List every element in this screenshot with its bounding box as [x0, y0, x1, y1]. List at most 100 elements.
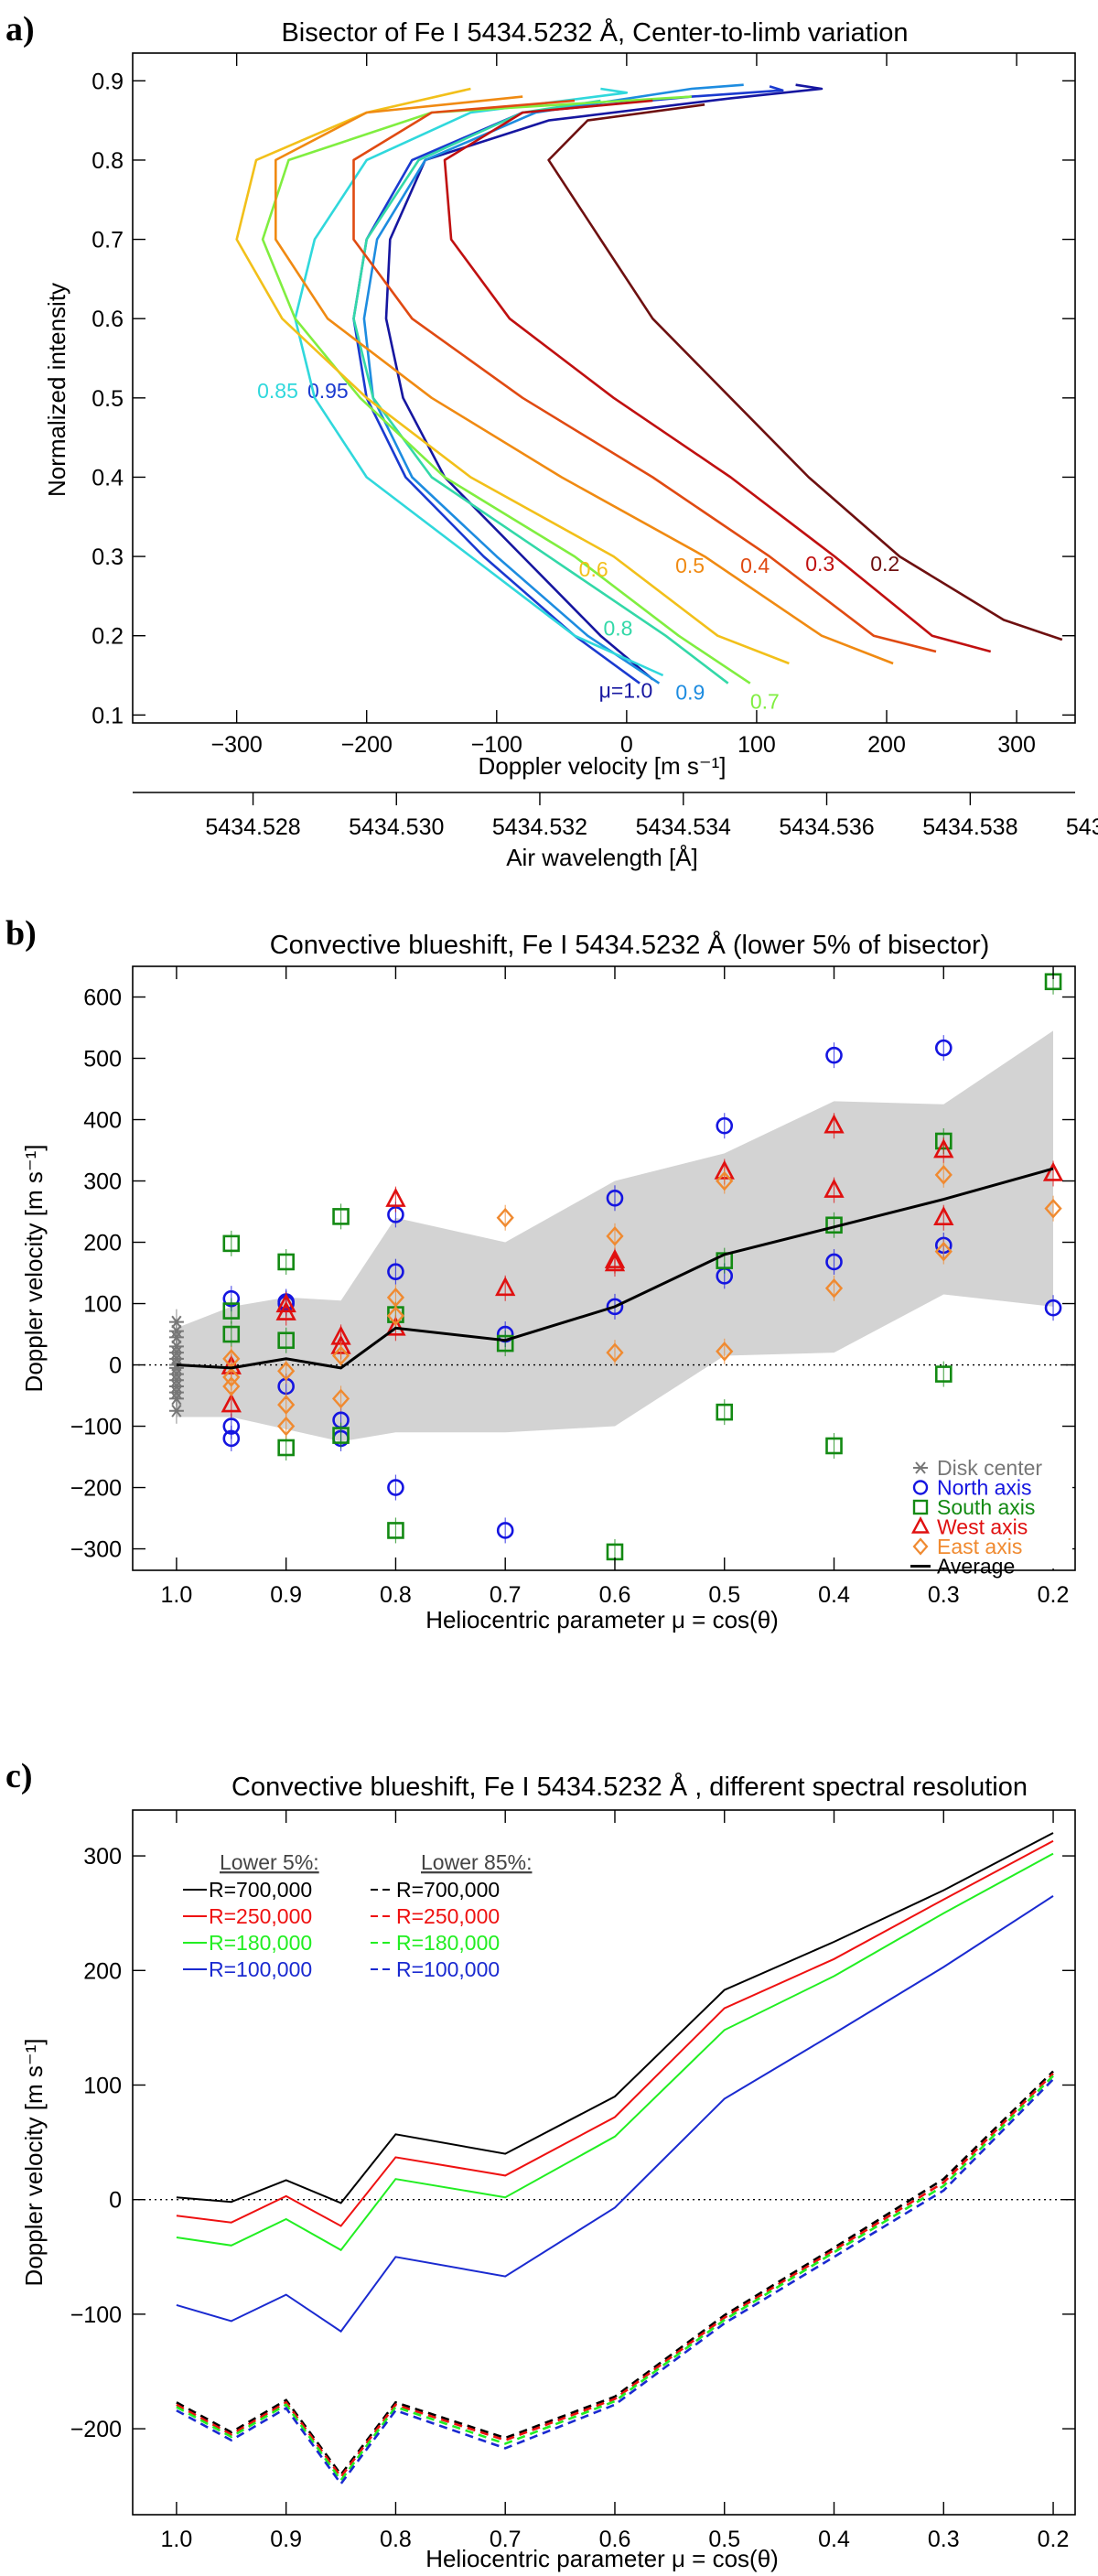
square-marker: [332, 1427, 350, 1444]
panel-c-chart: c) Convective blueshift, Fe I 5434.5232 …: [5, 1757, 1076, 2572]
x-tick-label: 0.9: [270, 2527, 302, 2552]
point-south-axis: [277, 1434, 295, 1460]
panel-a-letter: a): [5, 10, 35, 49]
legend-label-100000: R=100,000: [209, 1957, 312, 1981]
panel-c-letter: c): [5, 1757, 33, 1795]
square-marker: [934, 1365, 953, 1383]
circle-marker: [387, 1479, 404, 1496]
diamond-marker: [824, 1277, 844, 1299]
x-tick-label: 0.9: [270, 1582, 302, 1608]
y-tick-label: 200: [83, 1958, 122, 1984]
legend-header: Lower 5%:: [220, 1850, 319, 1874]
x-tick-label: 0.8: [380, 1582, 412, 1608]
legend-box: [906, 1444, 1072, 1568]
triangle-marker: [604, 1252, 626, 1272]
y-tick-label: 300: [83, 1169, 122, 1195]
diamond-marker: [606, 1226, 624, 1246]
y-tick-label: 100: [83, 2073, 122, 2098]
x-tick-label: −100: [471, 732, 522, 758]
x2-tick-label: 5434.540: [1066, 814, 1098, 840]
point-north-axis: [606, 1185, 624, 1212]
legend-marker-triangle: [911, 1515, 930, 1534]
bisector-line-μ=0.7: [261, 95, 751, 684]
y-tick-label: 500: [83, 1047, 122, 1072]
x-tick-label: 300: [997, 732, 1036, 758]
y-tick-label: −200: [70, 1476, 122, 1502]
point-south-axis: [716, 1399, 734, 1426]
x2-tick-label: 5434.536: [779, 814, 874, 840]
series-lower5-250000: [176, 1839, 1054, 2227]
diamond-marker: [277, 1416, 296, 1437]
point-west-axis: [495, 1275, 516, 1301]
series-lower5-180000: [176, 1852, 1054, 2252]
average-line: [176, 1167, 1054, 1370]
square-marker: [716, 1403, 734, 1421]
square-marker: [912, 1499, 929, 1515]
legend-label-700000: R=700,000: [209, 1878, 312, 1902]
point-west-axis: [933, 1204, 954, 1231]
diamond-marker: [331, 1388, 350, 1409]
legend-label-180000: R=180,000: [396, 1931, 500, 1955]
triangle-marker: [385, 1187, 406, 1207]
point-east-axis: [606, 1223, 624, 1249]
legend-marker-circle: [912, 1480, 929, 1495]
x-tick-label: 1.0: [161, 1582, 193, 1608]
panel-c-xlabel: Heliocentric parameter μ = cos(θ): [425, 2545, 779, 2572]
point-north-axis: [825, 1042, 843, 1069]
point-east-axis: [824, 1275, 844, 1301]
point-west-axis: [275, 1299, 296, 1326]
square-marker: [277, 1253, 295, 1271]
square-marker: [222, 1234, 241, 1253]
y-tick-label: −100: [70, 1415, 122, 1440]
x-tick-label: 0.3: [928, 2527, 960, 2552]
y-tick-label: 0.2: [92, 624, 124, 650]
diamond-marker: [934, 1241, 953, 1262]
x-tick-label: 0.6: [599, 2527, 631, 2552]
x-tick-label: 0: [620, 732, 633, 758]
panel-a-ylabel: Normalized intensity: [43, 283, 70, 497]
bisector-line-μ=0.6: [235, 87, 790, 665]
point-south-axis: [332, 1422, 350, 1449]
x-tick-label: 0.6: [599, 1582, 631, 1608]
bisector-label-μ=0.7: 0.7: [750, 690, 780, 714]
triangle-marker: [385, 1316, 406, 1336]
legend-marker-square: [912, 1499, 929, 1515]
point-north-axis: [496, 1517, 514, 1544]
square-marker: [277, 1439, 295, 1457]
circle-marker: [912, 1480, 929, 1495]
series-lower85-100000: [176, 2078, 1054, 2486]
panel-a-frame: [132, 52, 1076, 724]
triangle-marker: [221, 1393, 242, 1413]
diamond-marker: [716, 1170, 734, 1191]
diamond-marker: [606, 1342, 624, 1363]
triangle-marker: [275, 1300, 296, 1320]
legend-label-east-axis: East axis: [937, 1535, 1022, 1558]
point-south-axis: [222, 1298, 241, 1324]
x-tick-label: 0.7: [490, 2527, 522, 2552]
point-west-axis: [604, 1250, 626, 1277]
point-south-axis: [277, 1327, 295, 1353]
diamond-marker: [496, 1207, 514, 1228]
x2-tick-label: 5434.534: [636, 814, 731, 840]
y-tick-label: −100: [70, 2302, 122, 2328]
diamond-marker: [386, 1306, 405, 1326]
point-west-axis: [824, 1177, 845, 1203]
panel-b-ylabel: Doppler velocity [m s⁻¹]: [20, 1145, 48, 1393]
bisector-label-μ=1.0: μ=1.0: [599, 678, 653, 702]
y-tick-label: 0: [109, 2188, 122, 2214]
y-tick-label: 0.7: [92, 228, 124, 253]
x2-tick-label: 5434.530: [349, 814, 444, 840]
diamond-marker: [1044, 1198, 1062, 1219]
diamond-marker: [277, 1395, 296, 1415]
circle-marker: [934, 1039, 953, 1057]
legend-marker-asterisk: [913, 1461, 928, 1474]
y-tick-label: 300: [83, 1844, 122, 1870]
point-east-axis: [716, 1338, 734, 1364]
point-south-axis: [222, 1321, 241, 1348]
x-tick-label: 0.5: [708, 2527, 740, 2552]
x-tick-label: 0.5: [708, 1582, 740, 1608]
x-tick-label: 100: [737, 732, 776, 758]
circle-marker: [222, 1429, 241, 1448]
legend-header: Lower 85%:: [421, 1850, 532, 1874]
triangle-marker: [1042, 1161, 1064, 1181]
